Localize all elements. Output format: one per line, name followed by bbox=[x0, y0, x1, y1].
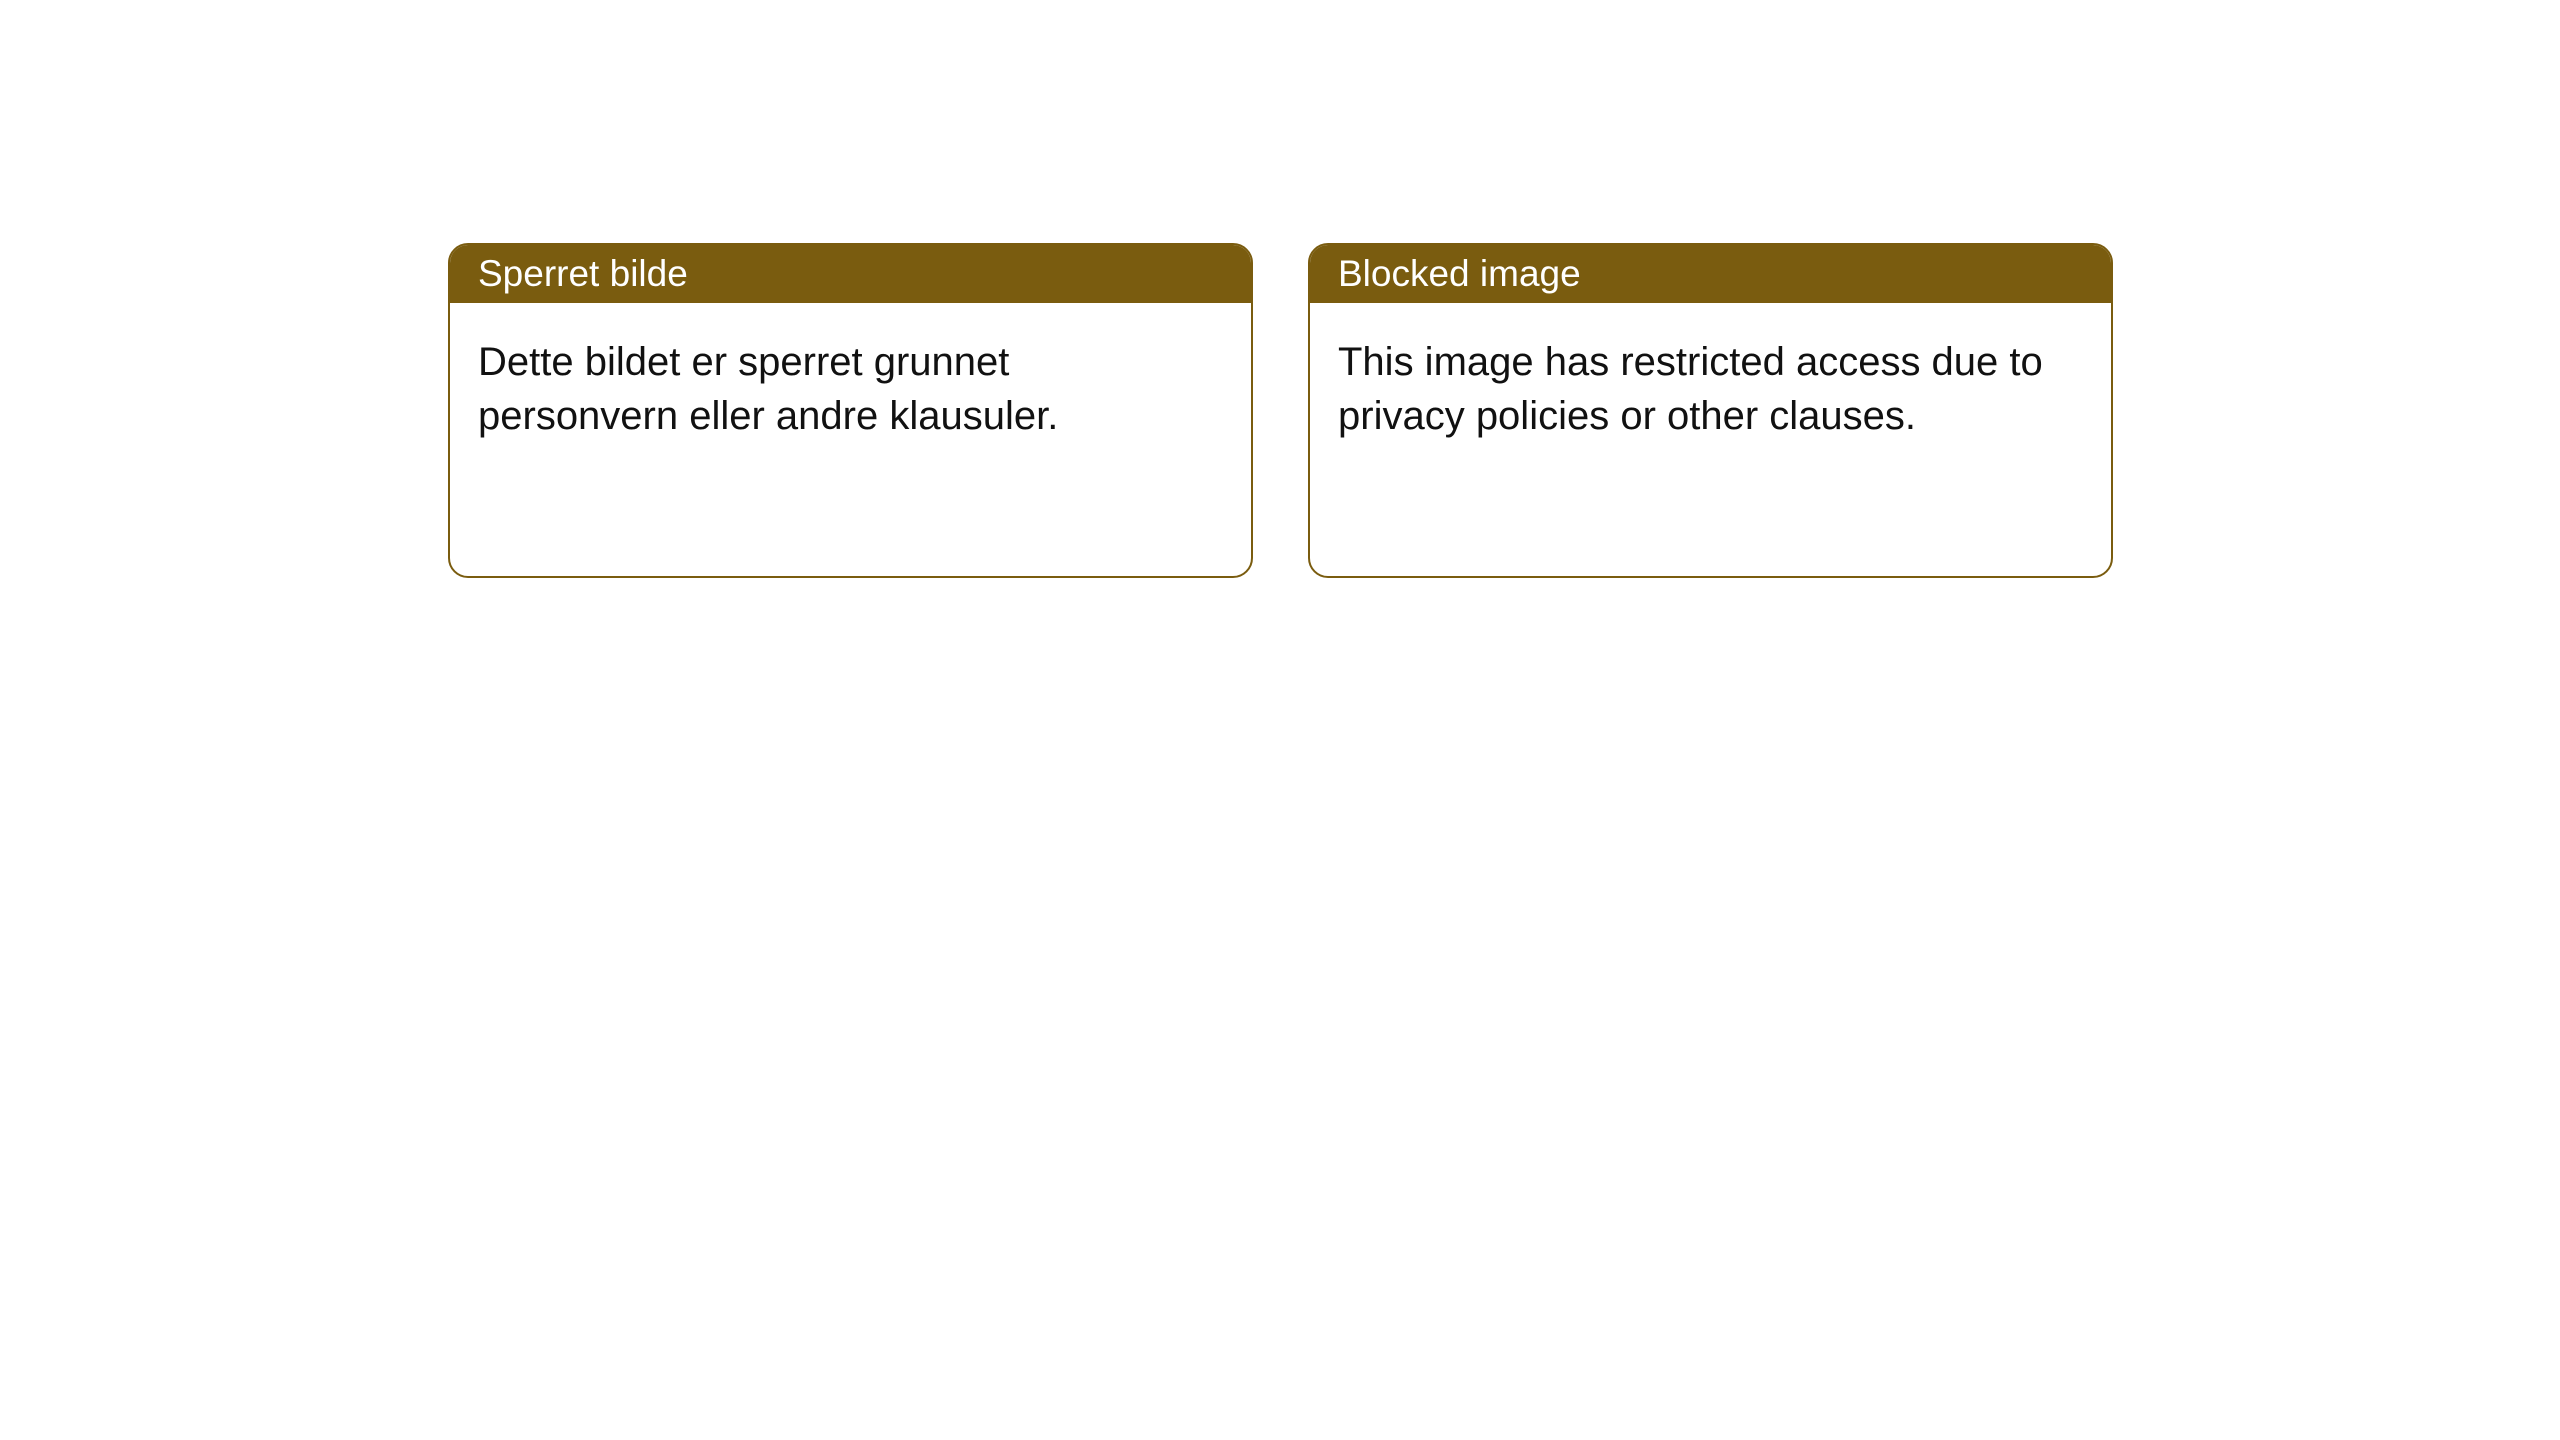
card-body-text: This image has restricted access due to … bbox=[1338, 340, 2043, 438]
blocked-image-card-no: Sperret bilde Dette bildet er sperret gr… bbox=[448, 243, 1253, 578]
card-header: Sperret bilde bbox=[450, 245, 1251, 303]
card-body: This image has restricted access due to … bbox=[1310, 303, 2111, 443]
card-title: Sperret bilde bbox=[478, 253, 688, 295]
blocked-image-card-en: Blocked image This image has restricted … bbox=[1308, 243, 2113, 578]
page-canvas: Sperret bilde Dette bildet er sperret gr… bbox=[0, 0, 2560, 1440]
card-body-text: Dette bildet er sperret grunnet personve… bbox=[478, 340, 1058, 438]
card-title: Blocked image bbox=[1338, 253, 1581, 295]
card-header: Blocked image bbox=[1310, 245, 2111, 303]
card-body: Dette bildet er sperret grunnet personve… bbox=[450, 303, 1251, 443]
